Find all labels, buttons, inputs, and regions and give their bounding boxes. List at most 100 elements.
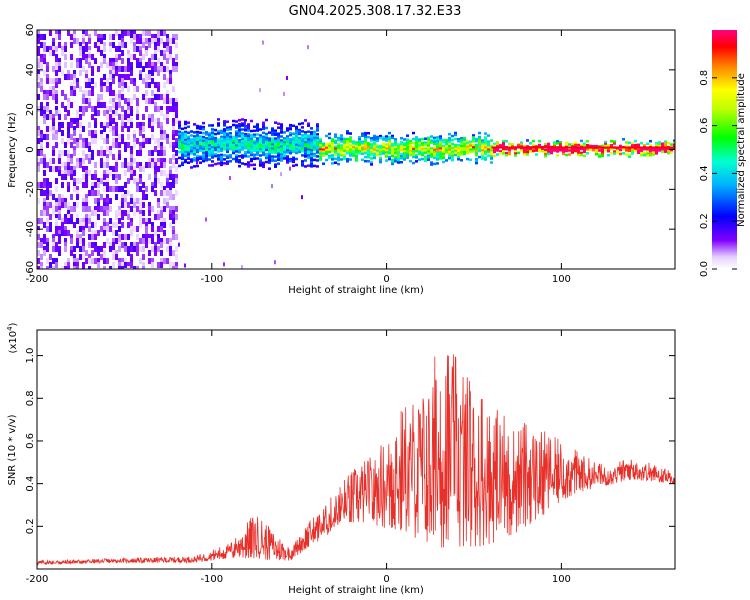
spectrogram-cell xyxy=(313,144,316,148)
spectrogram-cell xyxy=(157,150,160,156)
spectrogram-cell xyxy=(64,214,67,220)
spectrogram-cell xyxy=(136,250,139,256)
spectrogram-cell xyxy=(73,146,76,152)
spectrogram-cell xyxy=(439,157,442,160)
spectrogram-cell xyxy=(256,157,259,160)
spectrogram-cell xyxy=(130,38,133,44)
spectrogram-cell xyxy=(355,145,358,148)
spectrogram-cell xyxy=(625,145,628,148)
spectrogram-cell xyxy=(667,151,670,155)
spectrogram-cell xyxy=(364,147,367,151)
spectrogram-cell xyxy=(586,140,589,143)
spectrogram-cell xyxy=(61,150,64,156)
spectrogram-cell xyxy=(142,194,145,200)
spectrogram-cell xyxy=(82,262,85,268)
spectrogram-cell xyxy=(136,62,139,68)
spectrogram-cell xyxy=(127,50,130,56)
spectrogram-cell xyxy=(64,114,67,120)
spectrogram-cell xyxy=(166,246,169,252)
spectrogram-cell xyxy=(295,127,298,131)
spectrogram-cell xyxy=(43,58,46,64)
spectrogram-cell xyxy=(85,30,88,36)
spectrogram-cell xyxy=(517,151,520,155)
spectrogram-cell xyxy=(259,154,262,157)
spectrogram-cell xyxy=(88,154,91,160)
spectrogram-cell xyxy=(64,162,67,168)
spectrogram-cell xyxy=(100,102,103,108)
spectrogram-cell xyxy=(271,137,274,140)
spectrogram-cell xyxy=(247,135,250,138)
spectrogram-cell xyxy=(115,174,118,180)
spectrogram-cell xyxy=(337,158,340,162)
spectrogram-cell xyxy=(472,150,475,153)
spectrogram-cell xyxy=(295,157,298,161)
spectrogram-cell xyxy=(115,230,118,236)
spectrogram-cell xyxy=(289,127,292,131)
spectrogram-cell xyxy=(376,153,379,157)
spectrogram-cell xyxy=(205,157,208,160)
spectrogram-cell xyxy=(214,138,217,142)
spectrogram-cell xyxy=(46,142,49,148)
spectrogram-cell xyxy=(202,151,205,155)
spectrogram-cell xyxy=(40,86,43,92)
spectrogram-cell xyxy=(133,82,136,88)
spectrogram-cell xyxy=(100,158,103,164)
spectrogram-cell xyxy=(73,70,76,76)
spectrogram-cell xyxy=(172,262,175,268)
spectrogram-cell xyxy=(217,118,220,121)
spectrogram-cell xyxy=(142,210,145,216)
spectrogram-cell xyxy=(445,159,448,162)
spectrogram-cell xyxy=(607,153,610,157)
spectrogram-cell xyxy=(46,102,49,108)
spectrogram-cell xyxy=(118,258,121,264)
spectrogram-cell xyxy=(148,218,151,224)
spectrogram-cell xyxy=(499,150,502,153)
spectrogram-cell xyxy=(442,146,445,150)
spectrogram-cell xyxy=(556,148,559,151)
spectrogram-cell xyxy=(94,42,97,48)
spectrogram-cell xyxy=(346,160,349,163)
spectrogram-cell xyxy=(115,142,118,148)
spectrogram-cell xyxy=(85,178,88,184)
spectrogram-cell xyxy=(163,54,166,60)
spectrogram-cell xyxy=(457,156,460,159)
spectrogram-y-tick-label: -60 xyxy=(25,261,36,277)
spectrogram-cell xyxy=(214,144,217,148)
spectrogram-cell xyxy=(40,158,43,164)
spectrogram-cell xyxy=(148,174,151,180)
spectrogram-cell xyxy=(196,138,199,142)
spectrogram-cell xyxy=(322,142,325,146)
spectrogram-cell xyxy=(235,138,238,141)
spectrogram-cell xyxy=(328,150,331,154)
spectrogram-cell xyxy=(238,144,241,148)
spectrogram-cell xyxy=(613,140,616,143)
spectrogram-cell xyxy=(181,161,184,165)
spectrogram-cell xyxy=(529,150,532,153)
spectrogram-cell xyxy=(379,160,382,164)
spectrogram-cell xyxy=(286,151,289,154)
spectrogram-cell xyxy=(100,150,103,156)
spectrogram-cell xyxy=(376,139,379,143)
spectrogram-cell xyxy=(238,128,241,132)
spectrogram-cell xyxy=(451,150,454,154)
spectrogram-cell xyxy=(211,136,214,139)
spectrogram-cell xyxy=(136,58,139,64)
spectrogram-cell xyxy=(319,144,322,147)
spectrogram-cell xyxy=(478,141,481,145)
spectrogram-cell xyxy=(154,102,157,108)
spectrogram-cell xyxy=(217,122,220,125)
spectrogram-cell xyxy=(406,150,409,153)
spectrogram-cell xyxy=(265,134,268,138)
spectrogram-cell xyxy=(148,138,151,144)
spectrogram-cell xyxy=(88,58,91,64)
spectrogram-cell xyxy=(412,141,415,145)
spectrogram-cell xyxy=(532,139,535,143)
spectrogram-cell xyxy=(181,135,184,139)
spectrogram-cell xyxy=(127,126,130,132)
spectrogram-cell xyxy=(640,151,643,155)
spectrogram-cell xyxy=(52,166,55,172)
spectrogram-cell xyxy=(61,194,64,200)
spectrogram-cell xyxy=(469,158,472,162)
spectrogram-cell xyxy=(445,141,448,144)
spectrogram-cell xyxy=(88,90,91,96)
